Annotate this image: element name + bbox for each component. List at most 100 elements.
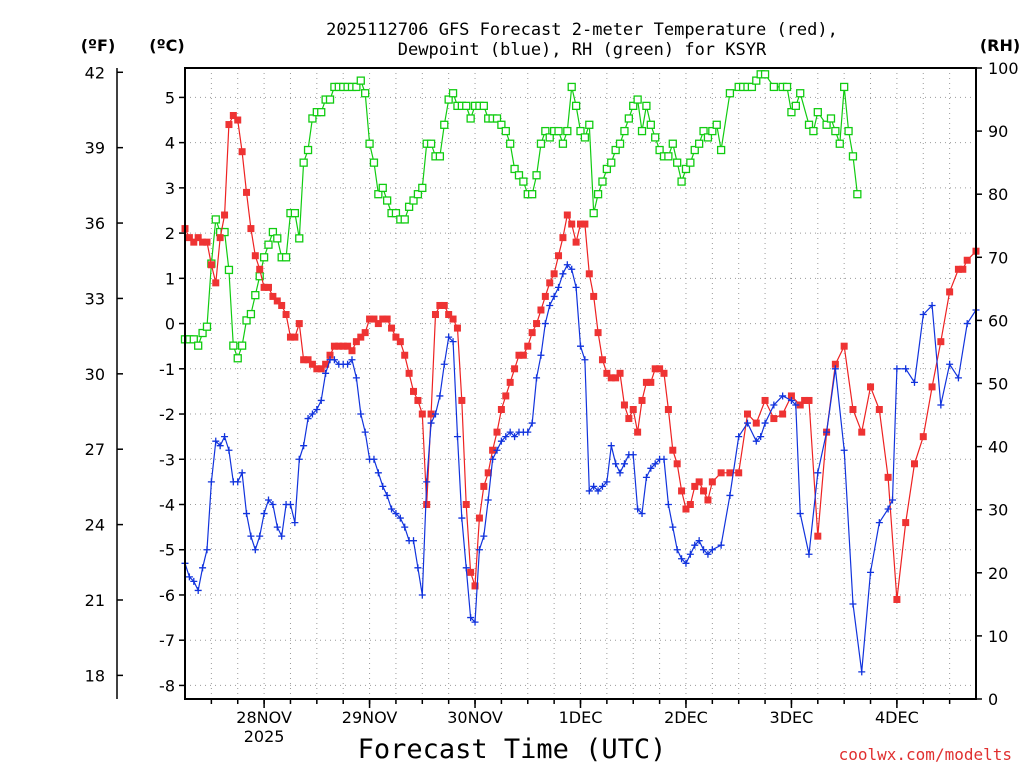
temperature-point <box>603 369 611 377</box>
dewpoint-point <box>792 401 800 409</box>
dewpoint-point <box>823 428 831 436</box>
rh-point <box>712 120 721 129</box>
temperature-point <box>515 351 523 359</box>
temperature-point <box>735 469 743 477</box>
rh-point <box>554 126 563 136</box>
dewpoint-point <box>269 500 277 508</box>
rh-point <box>695 139 704 148</box>
temperature-point <box>462 500 470 508</box>
dewpoint-point <box>594 487 602 495</box>
dewpoint-point <box>660 455 668 463</box>
rh-point <box>699 126 708 136</box>
temperature-point <box>493 428 501 436</box>
rh-point <box>194 341 203 350</box>
rh-point <box>501 126 510 136</box>
temperature-point <box>511 365 519 373</box>
x-tick-label: 3DEC <box>770 708 814 727</box>
temperature-point <box>335 342 343 350</box>
temperature-point <box>388 324 396 332</box>
rh-point <box>497 120 506 129</box>
temperature-point <box>352 338 360 346</box>
rh-point <box>532 171 541 180</box>
temperature-point <box>541 292 549 300</box>
temperature-point <box>607 374 615 382</box>
celsius-tick-label: 3 <box>165 179 175 198</box>
rh-point <box>356 76 365 85</box>
rh-point <box>440 120 449 129</box>
rh-point <box>809 126 818 136</box>
dewpoint-point <box>396 514 404 522</box>
rh-point <box>571 101 581 111</box>
dewpoint-point <box>585 487 593 495</box>
rh-point <box>593 190 603 199</box>
rh-point <box>325 95 335 104</box>
rh-point <box>211 215 220 224</box>
rh-tick-label: 90 <box>988 122 1008 141</box>
dewpoint-point <box>493 446 501 454</box>
rh-point <box>598 177 607 186</box>
temperature-point <box>414 396 422 404</box>
celsius-tick-label: -8 <box>159 676 175 695</box>
temperature-point <box>374 320 382 328</box>
temperature-point <box>524 342 532 350</box>
dewpoint-point <box>893 365 901 373</box>
dewpoint-point <box>199 564 207 572</box>
temperature-point <box>884 473 892 481</box>
temperature-point <box>264 283 272 291</box>
dewpoint-point <box>256 532 264 540</box>
temperature-point <box>475 514 483 522</box>
fahrenheit-tick-label: 18 <box>85 666 105 685</box>
dewpoint-point <box>726 491 734 499</box>
temperature-point <box>322 360 330 368</box>
x-axis-title: Forecast Time (UTC) <box>358 734 667 765</box>
temperature-point <box>313 365 321 373</box>
dewpoint-point <box>752 437 760 445</box>
rh-point <box>655 145 664 155</box>
rh-point <box>224 265 234 275</box>
rh-point <box>677 177 686 186</box>
celsius-tick-label: 5 <box>165 88 175 107</box>
rh-point <box>545 133 554 142</box>
dewpoint-point <box>221 433 229 441</box>
temperature-point <box>752 419 760 427</box>
dewpoint-point <box>537 351 545 359</box>
celsius-unit-label: (ºC) <box>149 36 184 55</box>
rh-point <box>844 126 853 136</box>
rh-point <box>435 152 445 161</box>
temperature-point <box>581 220 589 228</box>
rh-point <box>413 190 423 199</box>
rh-point <box>352 82 361 92</box>
temperature-point <box>598 356 606 364</box>
temperature-point <box>946 288 954 296</box>
temperature-point <box>348 347 356 355</box>
series-layer <box>180 70 980 676</box>
dewpoint-point <box>203 546 211 554</box>
temperature-point <box>796 401 804 409</box>
temperature-point <box>282 311 290 319</box>
dewpoint-point <box>225 446 233 454</box>
temperature-point <box>858 428 866 436</box>
dewpoint-point <box>234 478 242 486</box>
rh-point <box>418 183 427 193</box>
dewpoint-point <box>207 478 215 486</box>
dewpoint-point <box>695 537 703 545</box>
temperature-point <box>458 396 466 404</box>
dewpoint-point <box>598 482 606 490</box>
rh-point <box>567 82 576 92</box>
dewpoint-point <box>431 410 439 418</box>
temperature-point <box>251 252 259 260</box>
dewpoint-point <box>616 469 624 477</box>
dewpoint-point <box>357 410 365 418</box>
dewpoint-point <box>678 555 686 563</box>
rh-point <box>237 341 247 350</box>
celsius-tick-label: -4 <box>159 495 175 514</box>
temperature-point <box>392 333 400 341</box>
celsius-tick-label: 1 <box>165 269 175 288</box>
temperature-point <box>638 396 646 404</box>
rh-point <box>308 114 317 123</box>
dewpoint-point <box>458 514 466 522</box>
rh-point <box>822 120 831 129</box>
dewpoint-point <box>831 365 839 373</box>
rh-point <box>835 139 844 148</box>
